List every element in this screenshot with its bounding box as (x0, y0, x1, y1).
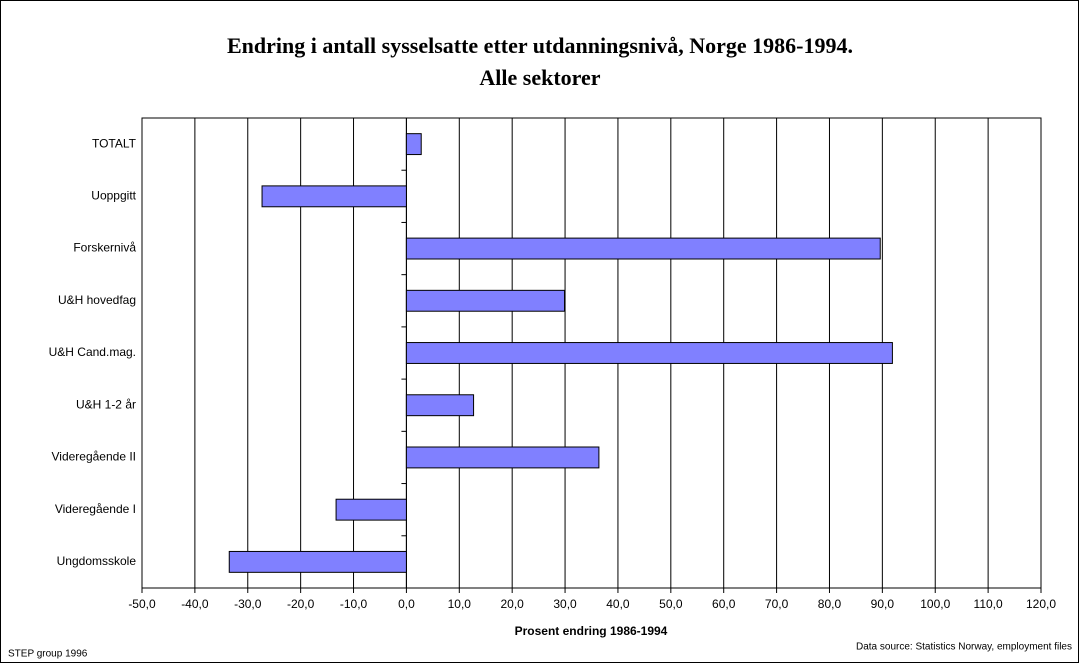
footer-right: Data source: Statistics Norway, employme… (856, 642, 1072, 653)
x-tick-label: -40,0 (181, 597, 209, 611)
y-tick-label: U&H Cand.mag. (49, 345, 136, 359)
y-tick-label: Ungdomsskole (57, 554, 137, 568)
x-tick-label: -20,0 (287, 597, 315, 611)
x-tick-label: 70,0 (765, 597, 789, 611)
y-tick-label: Uoppgitt (91, 189, 136, 203)
x-tick-label: 80,0 (818, 597, 842, 611)
bar (405, 237, 881, 260)
y-tick-label: Forskernivå (73, 241, 136, 255)
y-tick-label: U&H hovedfag (58, 293, 136, 307)
x-tick-label: 10,0 (448, 597, 472, 611)
chart-subtitle: Alle sektorer (479, 65, 600, 90)
bar (261, 185, 407, 208)
x-tick-label: 40,0 (606, 597, 630, 611)
y-tick-label: U&H 1-2 år (76, 397, 136, 411)
x-tick-label: 0,0 (398, 597, 415, 611)
x-tick-label: 60,0 (712, 597, 736, 611)
x-tick-label: -30,0 (234, 597, 262, 611)
x-axis-label: Prosent endring 1986-1994 (515, 624, 668, 638)
x-tick-label: 50,0 (659, 597, 683, 611)
x-tick-label: 90,0 (871, 597, 895, 611)
x-tick-label: 110,0 (974, 597, 1003, 611)
x-tick-label: -50,0 (128, 597, 156, 611)
x-tick-label: 120,0 (1026, 597, 1056, 611)
x-tick-label: 30,0 (553, 597, 577, 611)
bar (405, 133, 422, 156)
bar (228, 550, 407, 573)
y-tick-label: Videregående II (51, 450, 136, 464)
chart-title: Endring i antall sysselsatte etter utdan… (227, 33, 853, 58)
x-tick-label: 20,0 (500, 597, 524, 611)
bar (405, 289, 566, 312)
bar (405, 446, 600, 469)
y-tick-label: Videregående I (55, 502, 136, 516)
x-tick-label: 100,0 (920, 597, 950, 611)
y-tick-label: TOTALT (92, 136, 137, 150)
bar (335, 498, 407, 521)
plot-border (141, 117, 1042, 589)
x-tick-label: -10,0 (340, 597, 368, 611)
bar (405, 342, 893, 364)
footer-left: STEP group 1996 (8, 649, 88, 660)
bar (405, 394, 475, 417)
